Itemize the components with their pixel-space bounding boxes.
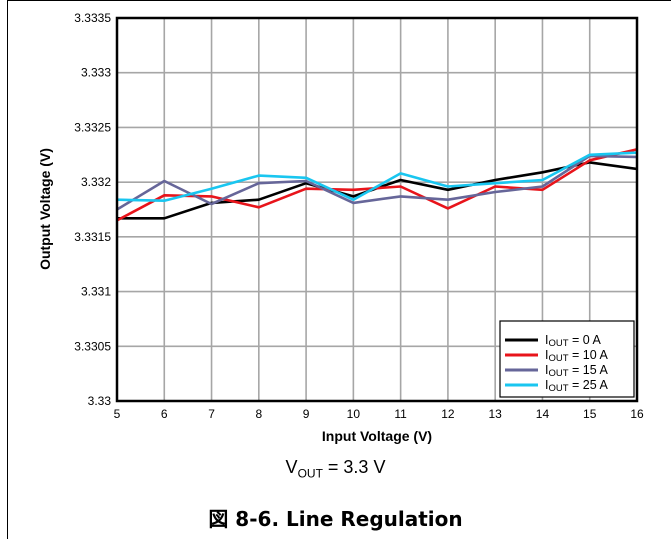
x-tick-label: 15 <box>583 407 597 421</box>
plot-area-border <box>115 16 639 403</box>
y-axis-title: Output Voltage (V) <box>37 148 53 270</box>
y-tick-label: 3.3325 <box>74 120 111 134</box>
x-tick-label: 13 <box>489 407 503 421</box>
x-tick-label: 5 <box>114 407 121 421</box>
y-tick-label: 3.333 <box>81 66 111 80</box>
y-tick-label: 3.332 <box>81 175 111 189</box>
figure-caption: 図 8-6. Line Regulation <box>208 507 463 531</box>
x-tick-label: 9 <box>303 407 310 421</box>
x-tick-label: 11 <box>394 407 407 421</box>
series-line-3 <box>116 151 638 202</box>
chart-subtitle: VOUT = 3.3 V <box>0 457 671 481</box>
legend-label-1: IOUT = 10 A <box>545 348 608 364</box>
page-left-border <box>7 0 8 539</box>
subtitle-suffix: = 3.3 V <box>322 457 386 477</box>
y-tick-label: 3.33 <box>88 394 112 408</box>
x-axis-ticks: 5 6 7 8 9 10 11 12 13 14 15 16 <box>114 407 644 421</box>
y-tick-label: 3.3335 <box>74 11 111 25</box>
y-axis-ticks: 3.33 3.3305 3.331 3.3315 3.332 3.3325 3.333 3.3… <box>74 11 111 408</box>
series-line-1 <box>116 148 638 222</box>
legend-label-0: IOUT = 0 A <box>545 333 602 349</box>
y-tick-label: 3.331 <box>81 285 111 299</box>
y-tick-label: 3.3315 <box>74 230 111 244</box>
x-tick-label: 14 <box>536 407 550 421</box>
series-line-2 <box>116 154 638 211</box>
chart-series <box>116 148 638 222</box>
subtitle-subscript: OUT <box>297 466 323 481</box>
line-regulation-chart: 5 6 7 8 9 10 11 12 13 14 15 16 3.33 3.3305 3.331 3.331… <box>37 11 644 444</box>
x-tick-label: 8 <box>255 407 262 421</box>
y-tick-label: 3.3305 <box>74 339 111 353</box>
x-tick-label: 16 <box>630 407 644 421</box>
page-top-border <box>7 0 671 1</box>
x-tick-label: 6 <box>161 407 168 421</box>
legend-label-2: IOUT = 15 A <box>545 363 608 379</box>
x-tick-label: 7 <box>208 407 215 421</box>
x-axis-title: Input Voltage (V) <box>322 428 432 444</box>
chart-grid <box>117 18 637 401</box>
subtitle-prefix: V <box>285 457 298 477</box>
x-tick-label: 10 <box>347 407 361 421</box>
x-tick-label: 12 <box>441 407 455 421</box>
legend-label-3: IOUT = 25 A <box>545 378 608 394</box>
